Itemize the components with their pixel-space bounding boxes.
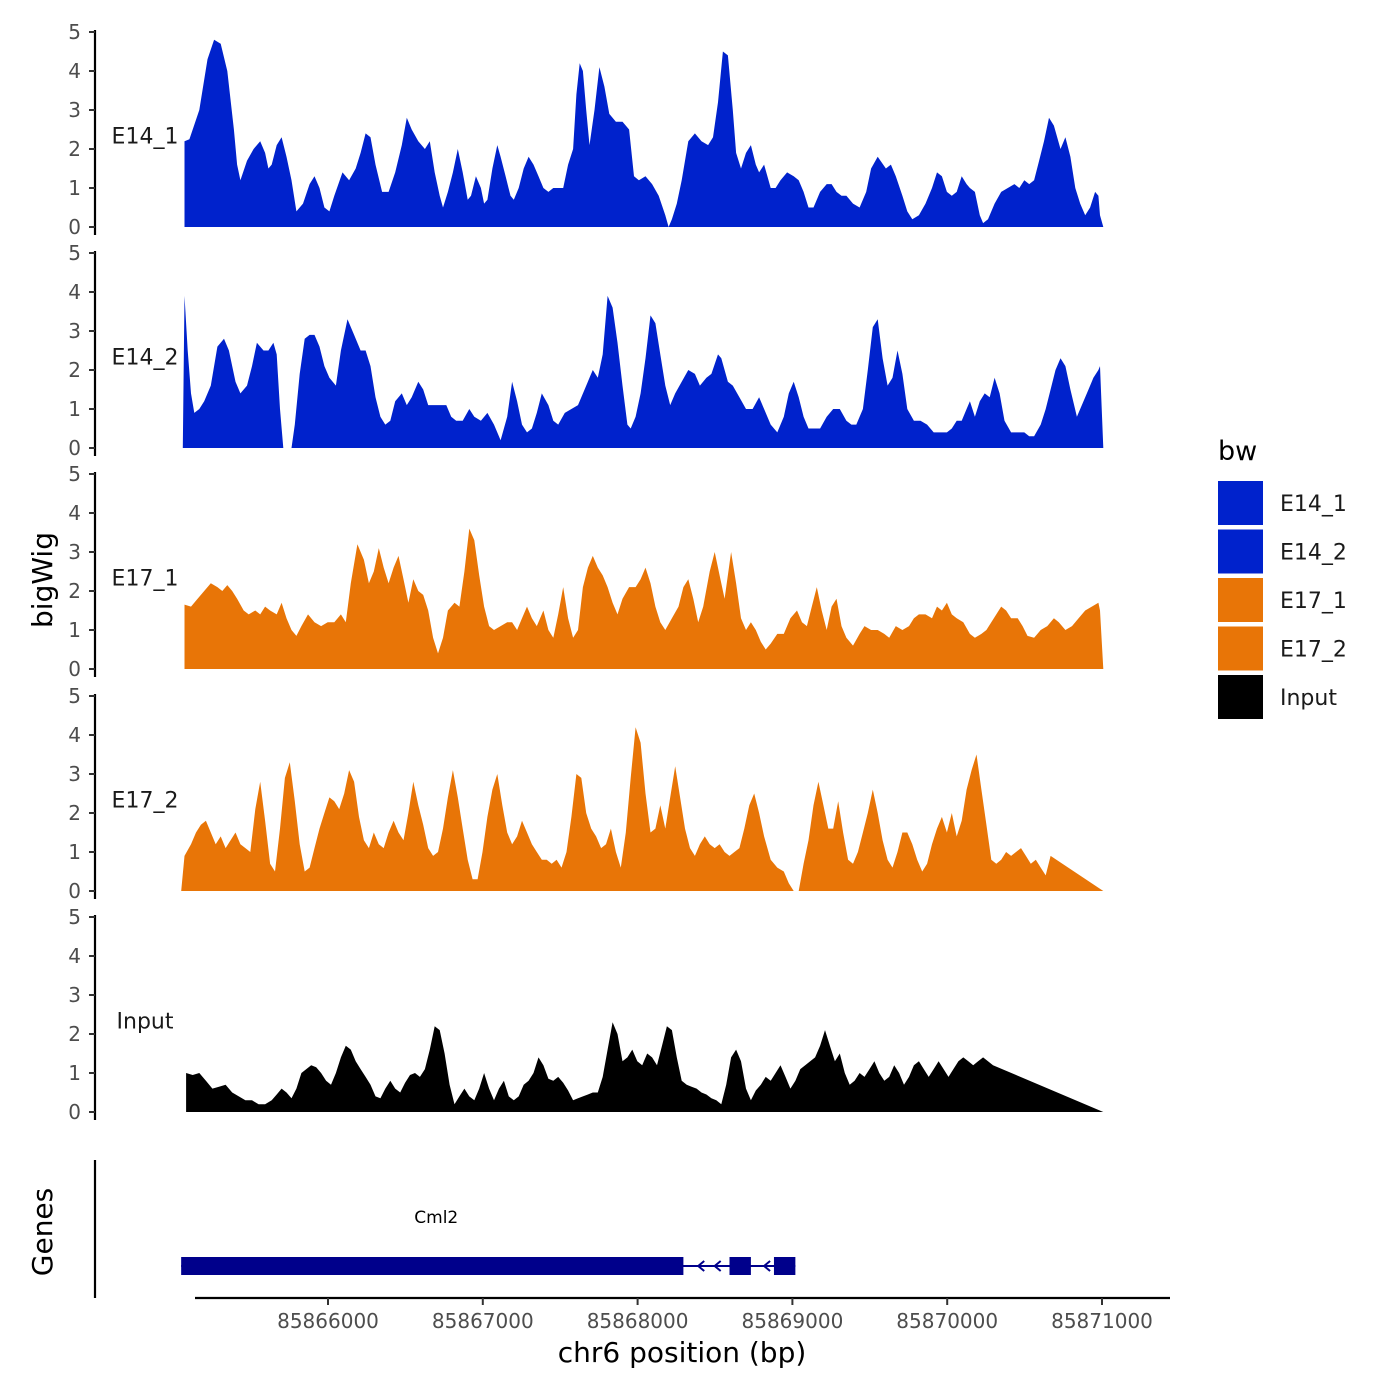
y-tick-label: 5 xyxy=(68,684,81,708)
legend-swatch xyxy=(1218,626,1263,671)
track-Input: 0 1 2 3 4 5 Input xyxy=(68,905,1104,1124)
gene-label: Cml2 xyxy=(414,1208,458,1228)
y-tick-label: 2 xyxy=(68,579,81,603)
strand-arrow-icon xyxy=(762,1260,771,1272)
legend-item-E17_2: E17_2 xyxy=(1218,626,1347,671)
y-tick-label: 3 xyxy=(68,98,81,122)
track-E17_1: 0 1 2 3 4 5 E17_1 xyxy=(68,462,1104,681)
track-E14_2: 0 1 2 3 4 5 E14_2 xyxy=(68,241,1104,460)
x-tick-label: 85869000 xyxy=(742,1309,844,1333)
area-E14_2 xyxy=(182,295,1104,448)
genes-axis-title: Genes xyxy=(26,1188,59,1276)
y-tick-label: 3 xyxy=(68,762,81,786)
x-axis-title: chr6 position (bp) xyxy=(558,1336,807,1369)
y-tick-label: 2 xyxy=(68,137,81,161)
x-tick-label: 85871000 xyxy=(1051,1309,1153,1333)
legend-label: Input xyxy=(1280,686,1337,711)
y-tick-label: 5 xyxy=(68,241,81,265)
legend-swatch xyxy=(1218,578,1263,622)
y-tick-label: 2 xyxy=(68,358,81,382)
gene-exon xyxy=(729,1257,751,1275)
legend-label: E14_2 xyxy=(1280,541,1347,566)
legend-item-E14_2: E14_2 xyxy=(1218,529,1347,574)
y-tick-label: 1 xyxy=(68,1061,81,1085)
x-tick-label: 85868000 xyxy=(587,1309,689,1333)
y-tick-label: 0 xyxy=(68,657,81,681)
area-E17_2 xyxy=(181,727,1104,891)
track-label: E17_2 xyxy=(112,788,179,813)
y-tick-label: 5 xyxy=(68,20,81,44)
area-E14_1 xyxy=(184,39,1104,227)
gene-Cml2: Cml2 xyxy=(181,1208,796,1275)
y-tick-label: 1 xyxy=(68,840,81,864)
legend-label: E17_2 xyxy=(1280,638,1347,663)
legend-item-E14_1: E14_1 xyxy=(1218,481,1347,525)
y-tick-label: 4 xyxy=(68,501,81,525)
x-tick-label: 85867000 xyxy=(432,1309,534,1333)
area-Input xyxy=(186,1022,1104,1112)
gene-track: Cml2 xyxy=(93,1160,796,1298)
y-tick-label: 4 xyxy=(68,723,81,747)
strand-arrow-icon xyxy=(713,1260,722,1272)
track-label: E17_1 xyxy=(112,566,179,591)
y-tick-label: 0 xyxy=(68,436,81,460)
y-tick-label: 0 xyxy=(68,215,81,239)
area-E17_1 xyxy=(184,528,1104,669)
track-label: Input xyxy=(117,1009,174,1034)
legend-item-Input: Input xyxy=(1218,675,1337,719)
y-tick-label: 2 xyxy=(68,801,81,825)
gene-exon xyxy=(181,1257,684,1275)
x-tick-label: 85870000 xyxy=(896,1309,998,1333)
y-tick-label: 3 xyxy=(68,319,81,343)
track-label: E14_2 xyxy=(112,345,179,370)
y-tick-label: 5 xyxy=(68,462,81,486)
legend-swatch xyxy=(1218,481,1263,525)
track-E14_1: 0 1 2 3 4 5 E14_1 xyxy=(68,20,1104,239)
legend-label: E17_1 xyxy=(1280,589,1347,614)
y-tick-label: 4 xyxy=(68,944,81,968)
y-tick-label: 1 xyxy=(68,618,81,642)
y-tick-label: 1 xyxy=(68,397,81,421)
y-tick-label: 4 xyxy=(68,59,81,83)
y-tick-label: 5 xyxy=(68,905,81,929)
y-tick-label: 2 xyxy=(68,1022,81,1046)
legend-title: bw xyxy=(1218,436,1257,467)
legend: bw E14_1 E14_2 E17_1 E17_2 Input xyxy=(1218,436,1347,719)
legend-label: E14_1 xyxy=(1280,492,1347,517)
legend-item-E17_1: E17_1 xyxy=(1218,578,1347,622)
y-tick-label: 0 xyxy=(68,879,81,903)
track-label: E14_1 xyxy=(112,124,179,149)
x-axis: 85866000 85867000 85868000 85869000 85870000… xyxy=(195,1296,1170,1333)
y-tick-label: 0 xyxy=(68,1100,81,1124)
legend-swatch xyxy=(1218,675,1263,719)
legend-swatch xyxy=(1218,529,1263,574)
strand-arrow-icon xyxy=(696,1260,705,1272)
x-tick-label: 85866000 xyxy=(277,1309,379,1333)
y-tick-label: 3 xyxy=(68,983,81,1007)
y-tick-label: 1 xyxy=(68,176,81,200)
y-axis-title: bigWig xyxy=(26,532,59,628)
track-E17_2: 0 1 2 3 4 5 E17_2 xyxy=(68,684,1104,903)
signal-tracks: 0 1 2 3 4 5 E14_1 0 1 2 3 4 5 E14_2 0 1 2 3 4 5 E17_1 0 1 2 3 4 5 E… xyxy=(68,20,1104,1124)
y-tick-label: 3 xyxy=(68,540,81,564)
y-tick-label: 4 xyxy=(68,280,81,304)
gene-exon xyxy=(773,1257,796,1275)
